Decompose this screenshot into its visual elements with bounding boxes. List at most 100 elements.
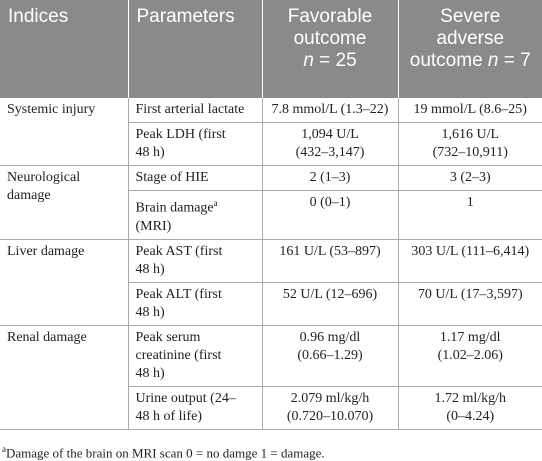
cell-text: (0.720–10.070) — [286, 408, 374, 424]
cell-text: (432–3,147) — [295, 145, 365, 160]
cell-text: (0.66–1.29) — [297, 347, 363, 363]
cell-text: 48 h of life) — [135, 408, 202, 424]
value-cell: 1,094 U/L (432–3,147) — [261, 122, 399, 166]
index-cell: Neurological damage — [0, 165, 129, 240]
cell-text: 0 (0–1) — [309, 195, 351, 210]
cell-text: First arterial lactate — [135, 102, 245, 117]
cell-text: 1 — [466, 195, 474, 210]
cell-text: 48 h) — [135, 145, 165, 160]
value-cell: 7.8 mmol/L (1.3–22) — [261, 98, 399, 123]
value-cell: 0 (0–1) — [261, 190, 399, 240]
value-cell: 1 — [397, 190, 542, 240]
parameter-cell: Urine output (24– 48 h of life) — [128, 385, 263, 430]
cell-text: 2 (1–3) — [309, 170, 351, 185]
cell-text: 48 h) — [135, 365, 165, 381]
cell-text: Peak ALT (first — [135, 286, 222, 302]
parameter-cell: Peak serum creatinine (first 48 h) — [127, 324, 263, 387]
header-text: = 25 — [319, 50, 357, 71]
cell-text: 48 h) — [135, 261, 165, 277]
cell-text: Brain damage — [135, 200, 214, 216]
header-cell: Favorable outcome n = 25 — [261, 0, 398, 98]
cell-text: Stage of HIE — [135, 170, 209, 185]
parameter-cell: Brain damagea (MRI) — [128, 190, 263, 240]
parameter-cell: Stage of HIE — [127, 165, 263, 191]
cell-text: 52 U/L (12–696) — [282, 286, 378, 302]
value-cell: 3 (2–3) — [397, 165, 542, 191]
parameter-cell: First arterial lactate — [127, 98, 263, 123]
cell-text: 2.079 ml/kg/h — [290, 390, 370, 406]
cell-text: 48 h) — [135, 304, 165, 320]
cell-text: 3 (2–3) — [449, 170, 491, 185]
header-cell: Indices — [0, 0, 128, 98]
cell-text: 19 mmol/L (8.6–25) — [413, 102, 527, 117]
table-row: Urine output (24– 48 h of life) 2.079 ml/k… — [0, 385, 542, 430]
index-cell: Systemic injury — [0, 98, 129, 166]
value-cell: 1.72 ml/kg/h (0–4.24) — [397, 385, 542, 430]
cell-text: (MRI) — [135, 218, 172, 234]
parameter-cell: Peak ALT (first 48 h) — [128, 281, 263, 326]
header-text: outcome — [293, 28, 367, 49]
index-cell: Renal damage — [0, 324, 129, 430]
value-cell: 2.079 ml/kg/h (0.720–10.070) — [261, 385, 399, 430]
value-cell: 303 U/L (111–6,414) — [397, 238, 542, 283]
cell-text: 1.72 ml/kg/h — [434, 390, 507, 406]
table-row: Brain damagea (MRI) 0 (0–1) 1 — [0, 190, 542, 240]
header-row: Indices Parameters Favorable outcome n = 2… — [0, 0, 542, 98]
value-cell: 1,616 U/L (732–10,911) — [397, 122, 542, 166]
header-text: Parameters — [136, 6, 235, 27]
table-row: Peak ALT (first 48 h) 52 U/L (12–696) 70 U/… — [0, 281, 542, 326]
cell-text: (732–10,911) — [432, 145, 508, 160]
cell-text: 1,616 U/L — [441, 127, 500, 142]
table-row: Peak LDH (first 48 h) 1,094 U/L (432–3,147)… — [0, 122, 542, 166]
table-row: Renal damage Peak serum creatinine (first 4… — [0, 324, 542, 430]
footnote-text: Damage of the brain on MRI scan 0 = no d… — [6, 444, 325, 460]
cell-text: Renal damage — [7, 329, 87, 345]
table-row: Neurological damage Stage of HIE 2 (1–3) 3 (… — [0, 165, 542, 240]
cell-text: 1.17 mg/dl — [439, 329, 501, 345]
table-row: Systemic injury First arterial lactate 7.8… — [0, 98, 542, 166]
cell-text: (1.02–2.06) — [437, 347, 503, 363]
cell-text: damage — [7, 188, 51, 203]
cell-text: Urine output (24– — [135, 390, 236, 406]
cell-text: Peak LDH (first — [135, 127, 226, 142]
value-cell: 0.96 mg/dl (0.66–1.29) — [261, 324, 399, 387]
value-cell: 161 U/L (53–897) — [261, 238, 399, 283]
data-table: Indices Parameters Favorable outcome n = 2… — [0, 0, 542, 430]
footnote: aDamage of the brain on MRI scan 0 = no … — [2, 444, 542, 461]
parameter-cell: Peak AST (first 48 h) — [127, 238, 263, 283]
header-text: Indices — [8, 6, 69, 27]
header-cell: Parameters — [127, 0, 262, 98]
header-text: Favorable — [287, 6, 373, 27]
cell-text: Systemic injury — [7, 102, 96, 117]
cell-text: Liver damage — [7, 243, 85, 259]
header-text: outcome — [409, 50, 483, 71]
header-text: n — [487, 50, 499, 71]
header-text: n — [303, 50, 314, 71]
header-text: = 7 — [503, 50, 531, 71]
footnote-marker: a — [2, 443, 6, 454]
cell-text: 161 U/L (53–897) — [279, 243, 381, 259]
cell-text: 0.96 mg/dl — [299, 329, 361, 345]
cell-text: Peak AST (first — [135, 243, 223, 259]
cell-text: 1,094 U/L — [301, 127, 359, 142]
value-cell: 2 (1–3) — [261, 165, 399, 191]
value-cell: 1.17 mg/dl (1.02–2.06) — [397, 324, 542, 387]
superscript: a — [213, 198, 218, 208]
header-cell: Severe adverse outcome n = 7 — [397, 0, 542, 98]
cell-text: Peak serum — [135, 329, 201, 345]
table-body: Systemic injury First arterial lactate 7.8… — [0, 98, 542, 430]
cell-text: 303 U/L (111–6,414) — [411, 243, 530, 259]
parameter-cell: Peak LDH (first 48 h) — [128, 122, 263, 166]
table-row: Liver damage Peak AST (first 48 h) 161 U/L … — [0, 238, 542, 326]
header-text: Severe — [440, 6, 501, 27]
cell-text: 7.8 mmol/L (1.3–22) — [271, 102, 389, 117]
value-cell: 70 U/L (17–3,597) — [397, 281, 542, 326]
cell-text: (0–4.24) — [446, 408, 495, 424]
index-cell: Liver damage — [0, 238, 129, 326]
value-cell: 52 U/L (12–696) — [261, 281, 399, 326]
cell-text: creatinine (first — [135, 347, 222, 363]
value-cell: 19 mmol/L (8.6–25) — [397, 98, 542, 123]
header-text: adverse — [436, 28, 505, 49]
cell-text: Neurological — [7, 170, 81, 185]
